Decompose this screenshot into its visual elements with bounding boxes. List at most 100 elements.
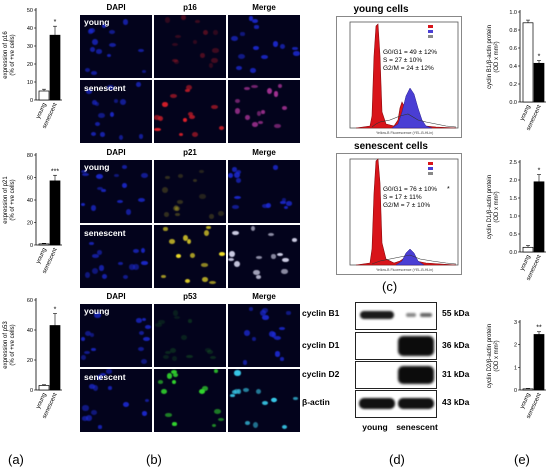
cell-nucleus — [182, 118, 187, 123]
blot-row-beta-actin — [355, 390, 437, 418]
cell-nucleus — [276, 253, 283, 257]
cell-nucleus — [235, 177, 241, 183]
blot-row-cyclin-d1 — [355, 332, 437, 360]
cell-nucleus — [107, 84, 115, 91]
micrograph-p21-senescent-p21 — [154, 225, 226, 288]
flow-stat-s: S = 27 ± 10% — [383, 57, 422, 64]
bar-chart-cyclin-d1: cyclin D1/β-actin protein (OD x mm²) 0.0 0.… — [487, 160, 546, 282]
cell-nucleus — [185, 355, 193, 359]
cell-nucleus — [213, 30, 218, 36]
panel-label-e: (e) — [514, 452, 530, 467]
y-axis-label: expression of p53 — [3, 321, 9, 369]
cell-nucleus — [175, 35, 182, 39]
cell-nucleus — [235, 170, 241, 174]
protein-label-cyclin-b1: cyclin B1 — [302, 308, 340, 318]
cell-nucleus — [94, 312, 101, 318]
cell-nucleus — [271, 254, 276, 259]
cell-nucleus — [81, 354, 87, 360]
cell-nucleus — [98, 113, 105, 119]
cell-nucleus — [205, 348, 212, 352]
cell-nucleus — [248, 307, 254, 311]
y-tick-label: 0.4 — [509, 64, 517, 70]
significance-marker: * — [54, 19, 57, 26]
flow-xaxis-label: Yellow-B Fluorescence (YEL-B-HLin) — [376, 268, 433, 272]
cell-nucleus — [219, 252, 226, 257]
column-header-merge: Merge — [252, 3, 276, 12]
cell-nucleus — [200, 52, 205, 58]
cell-nucleus — [214, 369, 219, 373]
cell-nucleus — [279, 43, 285, 49]
cell-nucleus — [231, 204, 239, 209]
cell-nucleus — [171, 58, 179, 63]
y-tick-label: 10 — [27, 80, 33, 86]
cell-nucleus — [178, 132, 184, 136]
cell-nucleus — [233, 370, 241, 376]
y-tick-label: 1 — [514, 365, 517, 371]
y-tick-label: 20 — [27, 358, 33, 364]
cell-nucleus — [165, 413, 172, 417]
cell-nucleus — [140, 358, 148, 364]
cell-nucleus — [261, 315, 269, 321]
cell-nucleus — [259, 309, 267, 316]
flow-stat-s: S = 17 ± 11% — [383, 194, 422, 201]
cell-nucleus — [257, 121, 263, 125]
cell-nucleus — [244, 86, 251, 90]
cell-nucleus — [157, 380, 164, 384]
y-axis-label: expression of p21 — [3, 176, 9, 224]
cell-nucleus — [272, 41, 279, 47]
cell-nucleus — [85, 67, 91, 72]
cell-nucleus — [211, 105, 218, 110]
cell-nucleus — [108, 30, 116, 35]
cell-nucleus — [283, 206, 289, 210]
cell-nucleus — [235, 66, 242, 71]
flow-stat-g0g1: G0/G1 = 76 ± 10% — [383, 186, 437, 193]
flow-title-senescent: senescent cells — [354, 141, 428, 152]
cell-nucleus — [136, 81, 141, 87]
y-tick-label: 0.6 — [509, 46, 517, 52]
cell-nucleus — [281, 106, 288, 111]
cell-nucleus — [118, 261, 124, 265]
cell-nucleus — [172, 310, 179, 317]
y-axis-label: (% of +ve cells) — [10, 34, 16, 75]
panel-label-c: (c) — [382, 279, 398, 294]
y-tick-label: 20 — [27, 62, 33, 68]
cell-nucleus — [85, 89, 93, 94]
cell-nucleus — [274, 335, 282, 340]
protein-label-beta-actin: β-actin — [302, 397, 330, 407]
column-header-p21: p21 — [183, 148, 197, 157]
cell-nucleus — [80, 202, 86, 206]
cell-nucleus — [163, 226, 169, 232]
kda-label: 36 kDa — [442, 340, 470, 350]
cell-nucleus — [132, 248, 140, 254]
y-axis-label: expression of p16 — [3, 31, 9, 79]
micrograph-p53-senescent-p53 — [154, 369, 226, 432]
cell-nucleus — [242, 387, 250, 393]
y-tick-label: 60 — [27, 176, 33, 182]
cell-nucleus — [97, 375, 102, 381]
cell-nucleus — [192, 178, 198, 182]
bar-senescent — [533, 334, 545, 391]
cell-nucleus — [210, 355, 216, 359]
cell-nucleus — [171, 370, 178, 375]
protein-label-cyclin-d2: cyclin D2 — [302, 369, 340, 379]
protein-label-cyclin-d1: cyclin D1 — [302, 340, 340, 350]
row-label-young: young — [84, 17, 110, 27]
cell-nucleus — [234, 172, 241, 178]
cell-nucleus — [142, 337, 150, 342]
cell-nucleus — [210, 57, 218, 64]
cell-nucleus — [135, 318, 143, 323]
cell-nucleus — [108, 43, 116, 48]
cell-nucleus — [274, 123, 281, 128]
cell-nucleus — [235, 108, 241, 114]
cell-nucleus — [240, 32, 245, 36]
cell-nucleus — [232, 167, 238, 172]
panel-label-b: (b) — [146, 452, 162, 467]
cell-nucleus — [251, 122, 259, 128]
y-axis-label: (OD x mm²) — [494, 340, 500, 371]
cell-nucleus — [141, 318, 146, 322]
cell-nucleus — [90, 333, 95, 337]
row-label-senescent: senescent — [84, 228, 126, 238]
cell-nucleus — [170, 93, 178, 98]
cell-nucleus — [214, 408, 222, 414]
cell-nucleus — [248, 16, 254, 21]
